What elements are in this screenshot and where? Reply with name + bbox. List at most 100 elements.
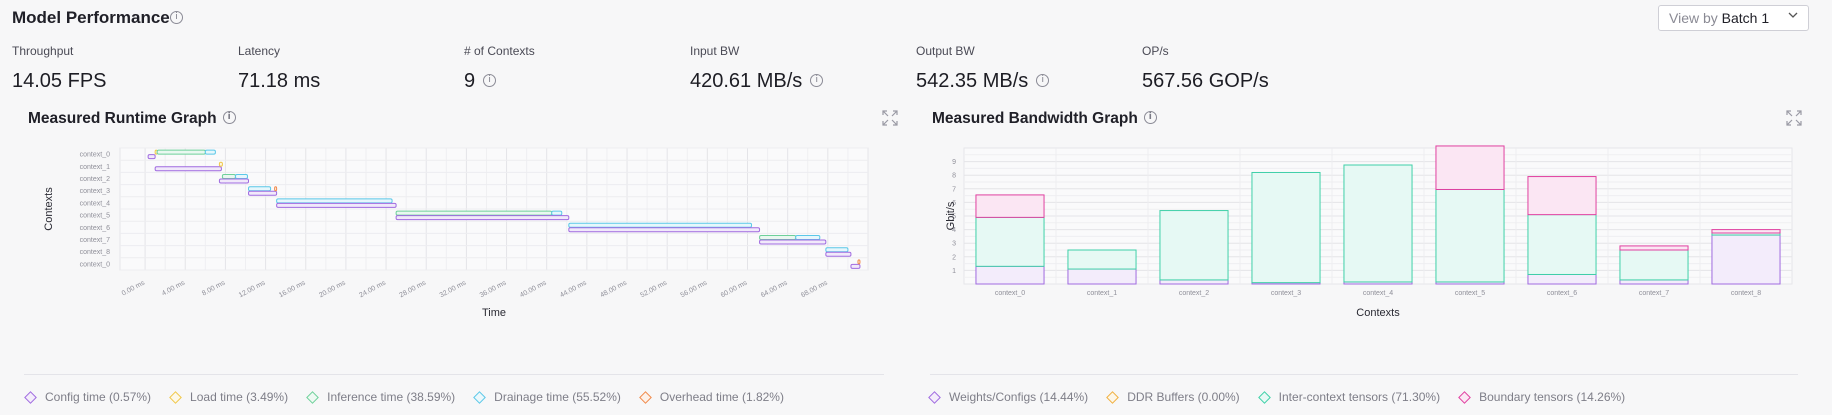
bar-segment <box>1619 249 1689 281</box>
x-tick-label: 36.00 ms <box>479 279 508 299</box>
gantt-bar-drainage <box>551 210 563 216</box>
bar-segment <box>1711 234 1781 285</box>
gantt-bar-config <box>825 251 852 257</box>
bar-segment <box>975 265 1045 285</box>
legend-label: Inter-context tensors (71.30%) <box>1278 390 1441 404</box>
runtime-panel: Measured Runtime Graph i context_0 context… <box>12 110 898 415</box>
legend-item[interactable]: Boundary tensors (14.26%) <box>1458 390 1626 404</box>
bar-segment <box>1159 210 1229 281</box>
gantt-bar-drainage <box>795 235 821 240</box>
bar-segment <box>1619 245 1689 251</box>
bandwidth-chart: 1 2 3 4 5 6 7 8 9 context_0 context_1 context_2 cont… <box>945 145 1793 319</box>
x-tick-label: 60.00 ms <box>720 279 749 299</box>
legend-item[interactable]: Config time (0.57%) <box>24 390 152 404</box>
bar-segment <box>1711 229 1781 234</box>
metric-value: 71.18 ms <box>238 70 320 93</box>
x-tick-label: context_1 <box>1087 290 1117 297</box>
bar-segment <box>1527 214 1597 275</box>
metric-label: OP/s <box>1142 44 1169 58</box>
view-by-select[interactable]: View by Batch 1 <box>1658 5 1809 31</box>
gantt-bar-overhead <box>274 186 278 192</box>
metric-input-bw: Input BW 420.61 MB/s i <box>690 44 824 93</box>
metric-value-text: 9 <box>464 70 476 92</box>
legend-item[interactable]: Drainage time (55.52%) <box>473 390 621 404</box>
metric-value-text: 71.18 ms <box>238 70 321 92</box>
legend-item[interactable]: Overhead time (1.82%) <box>639 390 784 404</box>
bar-segment <box>1435 188 1505 283</box>
x-axis-title: Contexts <box>1356 307 1400 319</box>
info-icon[interactable]: i <box>1036 73 1050 87</box>
x-axis-title: Time <box>482 307 506 319</box>
bar-segment <box>975 194 1045 218</box>
legend-marker <box>1106 390 1120 404</box>
legend-label: Weights/Configs (14.44%) <box>949 390 1089 404</box>
expand-icon[interactable] <box>882 110 898 126</box>
gantt-bar-config <box>850 263 861 269</box>
legend-label: Inference time (38.59%) <box>327 390 456 404</box>
metric-value: 542.35 MB/s i <box>916 70 1050 93</box>
info-icon[interactable]: i <box>483 73 497 87</box>
gantt-bar-overhead <box>857 259 861 265</box>
view-by-label: View by <box>1669 10 1718 26</box>
legend-item[interactable]: Inter-context tensors (71.30%) <box>1257 390 1441 404</box>
legend-label: Config time (0.57%) <box>45 390 152 404</box>
info-icon[interactable]: i <box>170 11 183 24</box>
legend-item[interactable]: DDR Buffers (0.00%) <box>1106 390 1240 404</box>
gantt-bar-drainage <box>248 186 272 192</box>
x-tick-label: 28.00 ms <box>398 279 427 299</box>
bar-segment <box>1251 171 1321 284</box>
gantt-bar-config <box>759 239 827 245</box>
metric-throughput: Throughput 14.05 FPS <box>12 44 107 93</box>
legend-item[interactable]: Load time (3.49%) <box>169 390 289 404</box>
gantt-bar-drainage <box>568 222 753 228</box>
legend-label: DDR Buffers (0.00%) <box>1127 390 1240 404</box>
gantt-bar-drainage <box>204 149 216 155</box>
y-tick-label: 3 <box>952 241 956 248</box>
x-tick-label: context_3 <box>1271 290 1301 297</box>
x-tick-label: context_6 <box>1547 290 1577 297</box>
x-tick-label: 32.00 ms <box>439 279 468 299</box>
legend-item[interactable]: Inference time (38.59%) <box>306 390 456 404</box>
info-icon[interactable]: i <box>1143 111 1157 125</box>
y-axis-title: Gbit/s <box>945 201 957 230</box>
legend-marker <box>1458 390 1471 404</box>
legend-item[interactable]: Weights/Configs (14.44%) <box>928 390 1089 404</box>
bar-segment <box>1619 279 1689 285</box>
legend-marker <box>24 390 37 404</box>
y-tick-label: context_5 <box>80 213 110 220</box>
legend-marker <box>169 390 182 404</box>
x-tick-label: context_2 <box>1179 290 1209 297</box>
info-icon[interactable]: i <box>810 73 824 87</box>
x-tick-label: 8.00 ms <box>201 279 227 297</box>
legend-label: Load time (3.49%) <box>190 390 289 404</box>
info-icon[interactable]: i <box>222 111 236 125</box>
y-tick-label: context_3 <box>80 188 110 195</box>
runtime-chart: context_0context_1context_2context_3cont… <box>43 147 869 319</box>
divider <box>24 374 884 375</box>
y-tick-label: 9 <box>952 159 956 166</box>
bandwidth-title-text: Measured Bandwidth Graph <box>932 110 1138 127</box>
runtime-legend: Config time (0.57%) Load time (3.49%) Infe… <box>24 390 804 404</box>
x-tick-label: 52.00 ms <box>639 279 668 299</box>
y-tick-label: 1 <box>952 268 956 275</box>
expand-icon[interactable] <box>1786 110 1802 126</box>
y-tick-label: context_1 <box>80 164 110 171</box>
x-tick-label: context_8 <box>1731 290 1761 297</box>
gantt-bar-inference <box>221 174 236 179</box>
x-tick-label: 4.00 ms <box>161 279 187 297</box>
gantt-bar-drainage <box>825 247 849 253</box>
metric-value: 420.61 MB/s i <box>690 70 824 93</box>
x-tick-label: 20.00 ms <box>318 279 347 299</box>
chevron-down-icon <box>1788 12 1798 18</box>
x-tick-label: context_0 <box>995 290 1025 297</box>
x-tick-label: 16.00 ms <box>278 279 307 299</box>
legend-label: Boundary tensors (14.26%) <box>1479 390 1626 404</box>
gantt-bar-config <box>218 178 250 184</box>
y-tick-label: 4 <box>952 227 956 234</box>
gantt-bar-drainage <box>234 174 249 179</box>
gantt-bar-config <box>147 154 156 160</box>
x-tick-label: 24.00 ms <box>358 279 387 299</box>
gantt-bar-config <box>395 215 570 221</box>
